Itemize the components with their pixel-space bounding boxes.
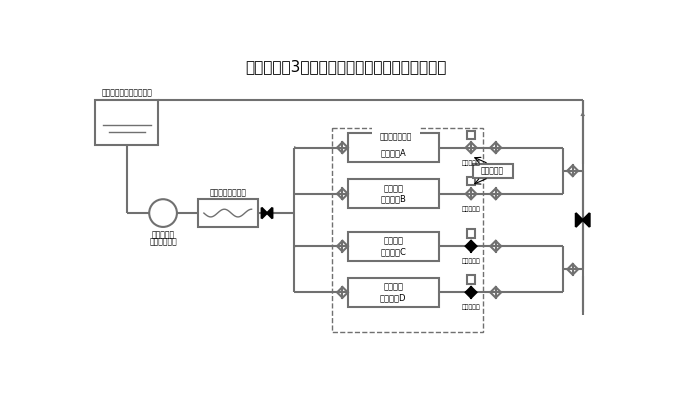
Bar <box>333 128 483 332</box>
Text: 漏えい箇所: 漏えい箇所 <box>481 166 504 175</box>
Polygon shape <box>576 213 583 227</box>
Bar <box>467 276 475 284</box>
Text: 原子炉補機: 原子炉補機 <box>151 231 175 240</box>
Text: 格納容器: 格納容器 <box>383 184 403 193</box>
Text: ［電動弁］: ［電動弁］ <box>462 259 481 264</box>
Text: 格納容器: 格納容器 <box>383 282 403 291</box>
Text: ［電動弁］: ［電動弁］ <box>462 160 481 166</box>
Polygon shape <box>490 241 501 251</box>
Circle shape <box>149 199 177 227</box>
Text: 格納容器: 格納容器 <box>383 236 403 245</box>
Text: 空調装置D: 空調装置D <box>380 293 406 302</box>
Polygon shape <box>337 142 348 153</box>
Text: ［電動弁］: ［電動弁］ <box>462 305 481 310</box>
Text: ［電動弁］: ［電動弁］ <box>462 206 481 212</box>
Polygon shape <box>580 111 585 116</box>
Polygon shape <box>567 264 578 275</box>
Bar <box>348 278 439 307</box>
Polygon shape <box>337 241 348 251</box>
Bar <box>198 199 258 227</box>
Text: 空調装置C: 空調装置C <box>380 247 406 256</box>
Text: 補機冷却水サージタンク: 補機冷却水サージタンク <box>101 89 153 97</box>
Polygon shape <box>466 188 477 199</box>
Polygon shape <box>267 208 273 219</box>
Polygon shape <box>466 142 477 153</box>
Bar <box>95 100 159 145</box>
Text: 空調装置A: 空調装置A <box>381 148 406 158</box>
Polygon shape <box>490 287 501 298</box>
Text: 空調装置B: 空調装置B <box>380 195 406 204</box>
Polygon shape <box>490 188 501 199</box>
Bar <box>348 133 439 162</box>
Text: 原子炉補機冷却器: 原子炉補機冷却器 <box>209 188 246 198</box>
Polygon shape <box>337 188 348 199</box>
Text: 冷却水ポンプ: 冷却水ポンプ <box>149 238 177 247</box>
Text: 原子炉格納容器: 原子炉格納容器 <box>380 132 412 141</box>
Bar <box>467 131 475 139</box>
Text: 格納容器: 格納容器 <box>383 138 403 147</box>
Polygon shape <box>466 287 477 298</box>
Bar <box>467 177 475 185</box>
Polygon shape <box>337 287 348 298</box>
Polygon shape <box>294 146 298 149</box>
Polygon shape <box>490 142 501 153</box>
Bar <box>348 179 439 208</box>
Polygon shape <box>262 208 267 219</box>
Text: 伊方発電所3号機　原子炉補機冷却水系統概略図: 伊方発電所3号機 原子炉補機冷却水系統概略図 <box>245 59 446 74</box>
Bar <box>348 232 439 261</box>
Bar <box>472 164 512 178</box>
Polygon shape <box>567 165 578 176</box>
Polygon shape <box>466 241 477 251</box>
Bar <box>467 229 475 238</box>
Polygon shape <box>583 213 590 227</box>
Polygon shape <box>294 245 298 248</box>
